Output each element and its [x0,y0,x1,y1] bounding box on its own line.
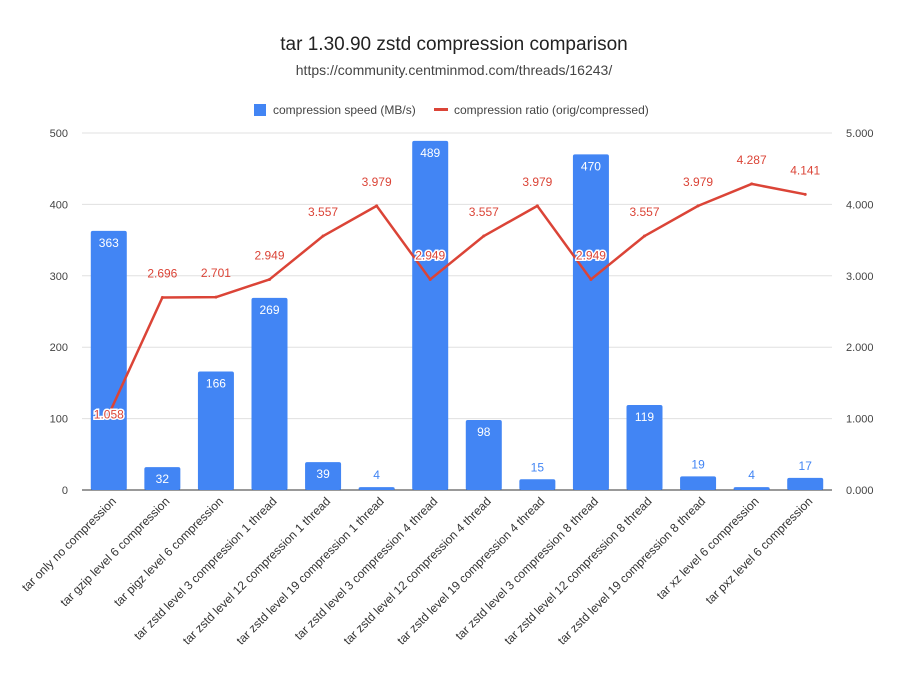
ratio-value-label: 2.696 [147,267,177,281]
ratio-point [428,277,432,281]
y-tick-label-left: 200 [50,342,68,354]
x-category-label: tar gzip level 6 compression [57,494,172,609]
chart-title: tar 1.30.90 zstd compression comparison [280,34,627,55]
x-category-label: tar pxz level 6 compression [703,494,816,607]
bar-value-label: 4 [748,468,755,482]
ratio-value-label: 4.287 [737,153,767,167]
bar-speed [733,487,770,490]
bar-speed [90,230,127,490]
ratio-value-label: 3.557 [469,205,499,219]
bar-speed [197,371,234,490]
y-tick-label-left: 0 [62,485,68,497]
bar-value-label: 4 [373,468,380,482]
y-tick-label-right: 3.000 [846,271,874,283]
ratio-point [643,234,646,238]
ratio-point [535,204,539,208]
ratio-value-label: 3.979 [522,175,552,189]
chart-subtitle: https://community.centminmod.com/threads… [296,62,613,78]
ratio-point [321,234,325,238]
bar-value-label: 98 [477,425,491,439]
bar-speed [572,154,609,491]
ratio-value-label: 3.979 [683,175,713,189]
x-category-label: tar pigz level 6 compression [111,494,226,609]
ratio-value-label: 3.557 [308,205,338,219]
x-category-label: tar only no compression [19,494,119,594]
y-tick-label-left: 400 [50,199,68,211]
ratio-point [268,277,271,281]
ratio-point [696,204,700,208]
bar-value-label: 32 [156,472,170,486]
x-category-label: tar xz level 6 compression [654,494,762,602]
bar-value-label: 119 [635,410,654,424]
ratio-value-label: 2.949 [415,248,445,262]
ratio-point [482,234,486,238]
bar-value-label: 17 [799,459,813,473]
bar-speed [787,477,824,490]
legend-label-speed: compression speed (MB/s) [273,103,416,117]
y-tick-label-left: 300 [50,271,68,283]
ratio-point [214,295,218,299]
bar-value-label: 39 [316,467,330,481]
y-tick-label-right: 5.000 [846,128,874,140]
bar-value-label: 269 [259,303,279,317]
ratio-value-label: 2.701 [201,266,231,280]
ratio-value-label: 3.557 [629,205,659,219]
ratio-point [803,192,807,196]
bar-value-label: 470 [581,159,601,173]
y-tick-label-right: 0.000 [846,485,874,497]
legend-swatch-ratio [434,108,448,111]
legend-label-ratio: compression ratio (orig/compressed) [454,103,649,117]
ratio-point [160,296,164,300]
bar-speed [358,487,395,490]
ratio-value-label: 2.949 [576,248,606,262]
bar-speed [144,467,181,490]
bar-value-label: 19 [691,457,705,471]
bar-value-label: 489 [420,146,440,160]
bar-speed [305,462,342,490]
ratio-value-label: 4.141 [790,163,820,177]
ratio-point [589,277,593,281]
bar-speed [412,140,449,490]
y-tick-label-left: 100 [50,414,68,426]
ratio-point [375,204,379,208]
y-tick-label-right: 1.000 [846,414,874,426]
legend: compression speed (MB/s) compression rat… [254,103,649,117]
bar-value-label: 363 [99,236,119,250]
ratio-value-label: 2.949 [254,248,284,262]
ratio-point [750,182,754,186]
ratio-line [107,182,806,415]
bar-speed [680,476,717,490]
ratio-value-label: 1.058 [94,407,124,421]
bar-speed [251,297,288,490]
bar-value-label: 166 [206,376,226,390]
legend-swatch-speed [254,104,266,116]
bar-value-label: 15 [531,460,545,474]
y-tick-label-left: 500 [50,128,68,140]
bar-speed [626,405,663,490]
bar-speed [465,420,502,490]
ratio-point [107,412,111,416]
y-tick-label-right: 4.000 [846,199,874,211]
ratio-value-label: 3.979 [362,175,392,189]
bar-speed [519,479,556,490]
y-tick-label-right: 2.000 [846,342,874,354]
